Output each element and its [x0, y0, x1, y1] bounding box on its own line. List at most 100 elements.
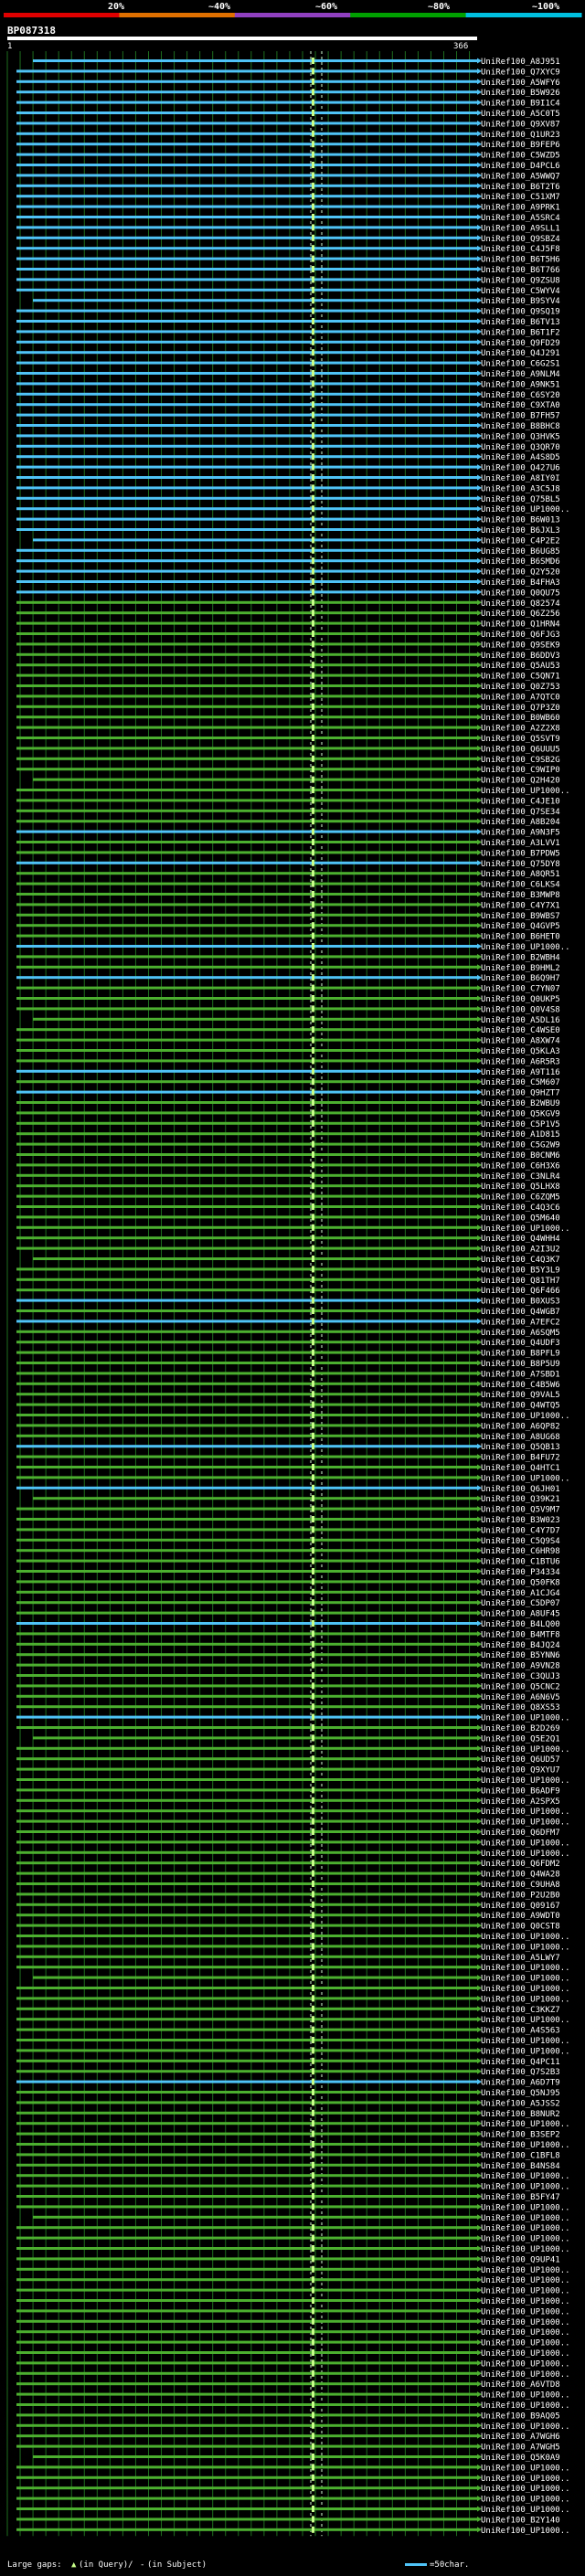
hit-label[interactable]: UniRef100_Q39K21 [481, 1495, 560, 1504]
hit-label[interactable]: UniRef100_A3C5J8 [481, 484, 560, 493]
hit-label[interactable]: UniRef100_UP1000.. [481, 2276, 570, 2285]
hit-label[interactable]: UniRef100_C5QN71 [481, 673, 560, 682]
hit-label[interactable]: UniRef100_UP1000.. [481, 2496, 570, 2505]
hit-label[interactable]: UniRef100_A8IY0I [481, 474, 560, 483]
hit-label[interactable]: UniRef100_B2WBU9 [481, 1099, 560, 1108]
hit-label[interactable]: UniRef100_A1D815 [481, 1130, 560, 1140]
hit-label[interactable]: UniRef100_B4JQ24 [481, 1641, 560, 1650]
hit-label[interactable]: UniRef100_UP1000.. [481, 1943, 570, 1952]
hit-label[interactable]: UniRef100_UP1000.. [481, 2183, 570, 2192]
hit-label[interactable]: UniRef100_B6UG85 [481, 547, 560, 557]
hit-label[interactable]: UniRef100_Q0UKP5 [481, 995, 560, 1004]
hit-label[interactable]: UniRef100_UP1000.. [481, 2047, 570, 2056]
hit-label[interactable]: UniRef100_Q5CNC2 [481, 1682, 560, 1691]
hit-label[interactable]: UniRef100_UP1000.. [481, 1975, 570, 1984]
hit-label[interactable]: UniRef100_A9N3F5 [481, 829, 560, 838]
hit-label[interactable]: UniRef100_UP1000.. [481, 2016, 570, 2025]
hit-label[interactable]: UniRef100_B6DDV3 [481, 652, 560, 661]
hit-label[interactable]: UniRef100_Q0QU75 [481, 588, 560, 598]
hit-label[interactable]: UniRef100_Q0V4S8 [481, 1005, 560, 1014]
hit-label[interactable]: UniRef100_A6SQM5 [481, 1329, 560, 1338]
hit-label[interactable]: UniRef100_B0WB60 [481, 714, 560, 723]
hit-label[interactable]: UniRef100_A2I3U2 [481, 1246, 560, 1255]
hit-label[interactable]: UniRef100_B8PFL9 [481, 1350, 560, 1359]
hit-label[interactable]: UniRef100_A8UF45 [481, 1610, 560, 1619]
hit-label[interactable]: UniRef100_B8NUR2 [481, 2110, 560, 2119]
hit-label[interactable]: UniRef100_A9WDT0 [481, 1912, 560, 1921]
hit-label[interactable]: UniRef100_B9AQ05 [481, 2412, 560, 2421]
hit-label[interactable]: UniRef100_B0XUS3 [481, 1298, 560, 1307]
hit-label[interactable]: UniRef100_Q5E2Q1 [481, 1734, 560, 1744]
hit-label[interactable]: UniRef100_C3QUJ3 [481, 1672, 560, 1681]
hit-label[interactable]: UniRef100_UP1000.. [481, 2141, 570, 2150]
hit-label[interactable]: UniRef100_UP1000.. [481, 2422, 570, 2432]
hit-label[interactable]: UniRef100_C5G2W9 [481, 1141, 560, 1150]
hit-label[interactable]: UniRef100_UP1000.. [481, 943, 570, 952]
hit-label[interactable]: UniRef100_C4WSE0 [481, 1026, 560, 1035]
hit-label[interactable]: UniRef100_A8J951 [481, 58, 560, 67]
hit-label[interactable]: UniRef100_Q5LHX8 [481, 1182, 560, 1192]
hit-label[interactable]: UniRef100_UP1000.. [481, 1933, 570, 1942]
hit-label[interactable]: UniRef100_A5LWY7 [481, 1954, 560, 1963]
hit-label[interactable]: UniRef100_A9VN28 [481, 1662, 560, 1671]
hit-label[interactable]: UniRef100_A6QP82 [481, 1422, 560, 1431]
hit-label[interactable]: UniRef100_UP1000.. [481, 1839, 570, 1848]
hit-label[interactable]: UniRef100_C4Q3C6 [481, 1203, 560, 1213]
hit-label[interactable]: UniRef100_C6SY20 [481, 391, 560, 400]
hit-label[interactable]: UniRef100_B0CNM6 [481, 1151, 560, 1161]
hit-label[interactable]: UniRef100_Q5AU53 [481, 662, 560, 671]
hit-label[interactable]: UniRef100_Q9SQ19 [481, 308, 560, 317]
hit-label[interactable]: UniRef100_Q9HZT7 [481, 1089, 560, 1098]
hit-label[interactable]: UniRef100_A5JSS2 [481, 2099, 560, 2108]
hit-label[interactable]: UniRef100_C5WZD5 [481, 152, 560, 161]
hit-label[interactable]: UniRef100_UP1000.. [481, 2203, 570, 2212]
hit-label[interactable]: UniRef100_C6LKS4 [481, 881, 560, 890]
hit-label[interactable]: UniRef100_UP1000.. [481, 2506, 570, 2515]
hit-label[interactable]: UniRef100_C5M607 [481, 1078, 560, 1087]
hit-label[interactable]: UniRef100_UP1000.. [481, 2307, 570, 2316]
hit-label[interactable]: UniRef100_A8UG68 [481, 1433, 560, 1442]
hit-label[interactable]: UniRef100_B4MTF8 [481, 1630, 560, 1639]
hit-label[interactable]: UniRef100_Q5QB13 [481, 1443, 560, 1452]
hit-label[interactable]: UniRef100_B6T5H6 [481, 256, 560, 265]
hit-label[interactable]: UniRef100_Q9XV87 [481, 120, 560, 129]
hit-label[interactable]: UniRef100_Q427U6 [481, 464, 560, 473]
hit-label[interactable]: UniRef100_UP1000.. [481, 2037, 570, 2046]
hit-label[interactable]: UniRef100_P2U2B0 [481, 1891, 560, 1900]
hit-label[interactable]: UniRef100_A2SPX5 [481, 1797, 560, 1807]
hit-label[interactable]: UniRef100_B5FY47 [481, 2193, 560, 2202]
hit-label[interactable]: UniRef100_A9SLL1 [481, 224, 560, 233]
hit-label[interactable]: UniRef100_A4S563 [481, 2027, 560, 2036]
hit-label[interactable]: UniRef100_A7SBD1 [481, 1370, 560, 1379]
hit-label[interactable]: UniRef100_Q7XYC9 [481, 68, 560, 77]
hit-label[interactable]: UniRef100_Q6Z256 [481, 610, 560, 619]
hit-label[interactable]: UniRef100_UP1000.. [481, 2266, 570, 2275]
hit-label[interactable]: UniRef100_C4P2E2 [481, 536, 560, 546]
hit-label[interactable]: UniRef100_B9I1C4 [481, 100, 560, 109]
hit-label[interactable]: UniRef100_UP1000.. [481, 2287, 570, 2296]
hit-label[interactable]: UniRef100_Q6F466 [481, 1287, 560, 1296]
hit-label[interactable]: UniRef100_B4LQ00 [481, 1620, 560, 1629]
hit-label[interactable]: UniRef100_B6SMD6 [481, 557, 560, 567]
hit-label[interactable]: UniRef100_Q6UUU5 [481, 745, 560, 754]
hit-label[interactable]: UniRef100_C6HR98 [481, 1547, 560, 1556]
hit-label[interactable]: UniRef100_D4PCL6 [481, 162, 560, 171]
hit-label[interactable]: UniRef100_C1BFL8 [481, 2151, 560, 2160]
hit-label[interactable]: UniRef100_C7YN07 [481, 985, 560, 994]
hit-label[interactable]: UniRef100_Q3QR70 [481, 443, 560, 452]
hit-label[interactable]: UniRef100_C6ZQM5 [481, 1193, 560, 1203]
hit-label[interactable]: UniRef100_UP1000.. [481, 1776, 570, 1786]
hit-label[interactable]: UniRef100_UP1000.. [481, 2475, 570, 2484]
hit-label[interactable]: UniRef100_Q9XYU7 [481, 1766, 560, 1776]
hit-label[interactable]: UniRef100_P34334 [481, 1568, 560, 1577]
hit-label[interactable]: UniRef100_UP1000.. [481, 2370, 570, 2380]
hit-label[interactable]: UniRef100_B9SYV4 [481, 297, 560, 306]
hit-label[interactable]: UniRef100_C5Q9S4 [481, 1537, 560, 1546]
hit-label[interactable]: UniRef100_B6T766 [481, 266, 560, 275]
hit-label[interactable]: UniRef100_C3KKZ7 [481, 2006, 560, 2015]
hit-label[interactable]: UniRef100_C6G2S1 [481, 360, 560, 369]
hit-label[interactable]: UniRef100_Q3HVK5 [481, 432, 560, 441]
hit-label[interactable]: UniRef100_C4B5W6 [481, 1381, 560, 1390]
hit-label[interactable]: UniRef100_B3W023 [481, 1516, 560, 1525]
hit-label[interactable]: UniRef100_UP1000.. [481, 2359, 570, 2369]
